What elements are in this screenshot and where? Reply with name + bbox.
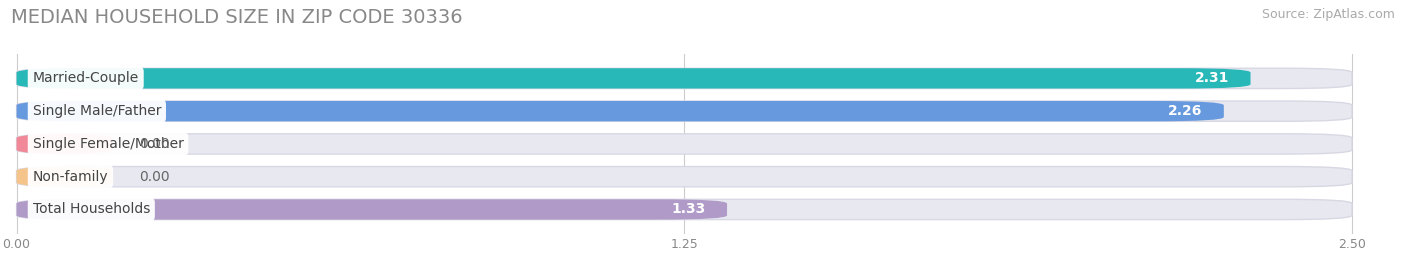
FancyBboxPatch shape [17, 167, 1353, 187]
Text: 0.00: 0.00 [139, 137, 170, 151]
Text: 0.00: 0.00 [139, 170, 170, 184]
Text: Single Female/Mother: Single Female/Mother [32, 137, 184, 151]
FancyBboxPatch shape [17, 101, 1223, 121]
FancyBboxPatch shape [17, 101, 1353, 121]
Text: Total Households: Total Households [32, 203, 150, 217]
Text: Married-Couple: Married-Couple [32, 71, 139, 85]
FancyBboxPatch shape [17, 134, 112, 154]
Text: MEDIAN HOUSEHOLD SIZE IN ZIP CODE 30336: MEDIAN HOUSEHOLD SIZE IN ZIP CODE 30336 [11, 8, 463, 27]
FancyBboxPatch shape [17, 134, 1353, 154]
Text: 2.31: 2.31 [1195, 71, 1229, 85]
Text: Non-family: Non-family [32, 170, 108, 184]
Text: Single Male/Father: Single Male/Father [32, 104, 162, 118]
FancyBboxPatch shape [17, 68, 1250, 89]
FancyBboxPatch shape [17, 199, 1353, 220]
FancyBboxPatch shape [17, 68, 1353, 89]
FancyBboxPatch shape [17, 167, 112, 187]
Text: 2.26: 2.26 [1168, 104, 1202, 118]
Text: 1.33: 1.33 [672, 203, 706, 217]
FancyBboxPatch shape [17, 199, 727, 220]
Text: Source: ZipAtlas.com: Source: ZipAtlas.com [1261, 8, 1395, 21]
